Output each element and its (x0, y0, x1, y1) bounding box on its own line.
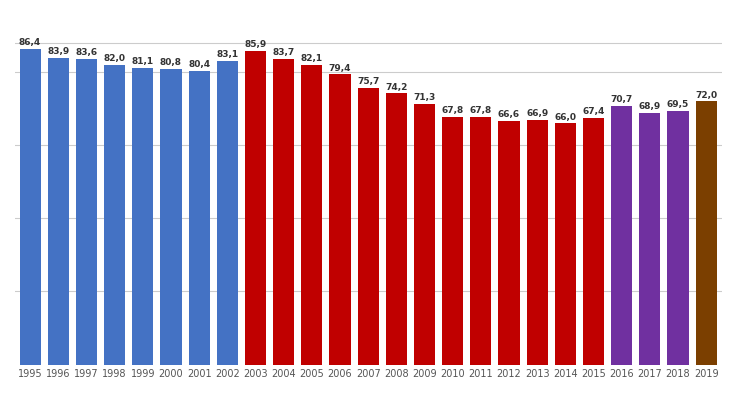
Text: 68,9: 68,9 (639, 102, 661, 111)
Bar (555, 124, 576, 364)
Text: 86,4: 86,4 (19, 38, 42, 47)
Text: 69,5: 69,5 (667, 100, 689, 109)
Bar (301, 64, 322, 364)
Bar (386, 94, 407, 364)
Text: 82,0: 82,0 (104, 54, 125, 63)
Bar (132, 68, 153, 364)
Text: 74,2: 74,2 (385, 83, 408, 92)
Text: 83,6: 83,6 (75, 48, 98, 57)
Bar (20, 49, 41, 364)
Text: 67,4: 67,4 (582, 107, 605, 116)
Text: 67,8: 67,8 (469, 106, 492, 115)
Bar (273, 59, 295, 364)
Bar (526, 120, 547, 364)
Text: 83,7: 83,7 (273, 48, 295, 57)
Bar (611, 106, 632, 364)
Bar (217, 61, 238, 364)
Text: 70,7: 70,7 (611, 95, 633, 104)
Text: 66,9: 66,9 (526, 109, 548, 118)
Text: 67,8: 67,8 (442, 106, 464, 115)
Bar (499, 121, 520, 364)
Text: 71,3: 71,3 (413, 93, 436, 102)
Bar (330, 75, 351, 364)
Bar (76, 59, 97, 364)
Text: 66,0: 66,0 (554, 113, 577, 121)
Bar (442, 117, 463, 364)
Bar (583, 118, 604, 364)
Text: 81,1: 81,1 (132, 58, 154, 66)
Bar (695, 101, 717, 364)
Text: 72,0: 72,0 (695, 91, 717, 100)
Text: 80,8: 80,8 (160, 58, 182, 68)
Bar (470, 117, 491, 364)
Text: 82,1: 82,1 (301, 54, 323, 63)
Bar (639, 113, 660, 364)
Text: 66,6: 66,6 (498, 110, 520, 119)
Bar (245, 51, 266, 364)
Bar (414, 104, 435, 364)
Bar (104, 65, 125, 364)
Text: 83,1: 83,1 (217, 50, 238, 59)
Bar (358, 88, 378, 364)
Bar (160, 69, 182, 364)
Text: 80,4: 80,4 (188, 60, 210, 69)
Bar (668, 111, 689, 364)
Text: 75,7: 75,7 (357, 77, 379, 86)
Bar (47, 58, 69, 364)
Text: 83,9: 83,9 (47, 47, 69, 56)
Bar (189, 71, 210, 365)
Text: 79,4: 79,4 (329, 64, 351, 72)
Text: 85,9: 85,9 (244, 40, 267, 49)
